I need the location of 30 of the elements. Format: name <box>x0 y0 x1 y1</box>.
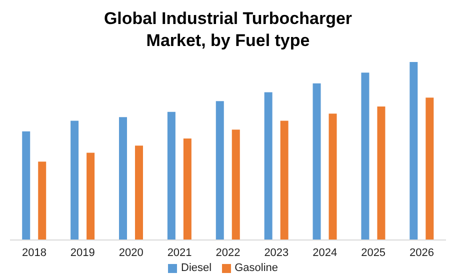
bar <box>361 72 370 240</box>
legend-label: Gasoline <box>234 262 278 274</box>
bar <box>328 114 337 240</box>
bar <box>264 92 272 240</box>
bar <box>22 131 30 240</box>
bar <box>119 117 127 240</box>
bar <box>183 138 192 240</box>
bar <box>377 106 386 240</box>
bar <box>216 101 224 240</box>
bar <box>232 130 240 240</box>
x-tick-label: 2019 <box>70 246 95 259</box>
x-tick-label: 2020 <box>118 246 144 259</box>
bar <box>280 120 288 240</box>
x-tick-label: 2022 <box>216 246 240 259</box>
x-tick-label: 2026 <box>410 246 434 259</box>
x-tick-label: 2021 <box>167 246 192 259</box>
bar <box>38 162 46 240</box>
bar <box>426 98 434 240</box>
legend-label: Diesel <box>181 262 212 274</box>
x-tick-label: 2024 <box>312 246 338 259</box>
bar <box>312 83 321 240</box>
chart-title: Global Industrial Turbocharger Market, by Fuel type <box>102 8 354 52</box>
bar <box>86 152 95 240</box>
bar <box>135 146 143 240</box>
x-tick-label: 2018 <box>22 246 46 259</box>
bar <box>410 62 418 240</box>
bar <box>70 120 79 240</box>
bar <box>167 112 176 240</box>
x-tick-label: 2025 <box>361 246 386 259</box>
x-tick-label: 2023 <box>264 246 289 259</box>
